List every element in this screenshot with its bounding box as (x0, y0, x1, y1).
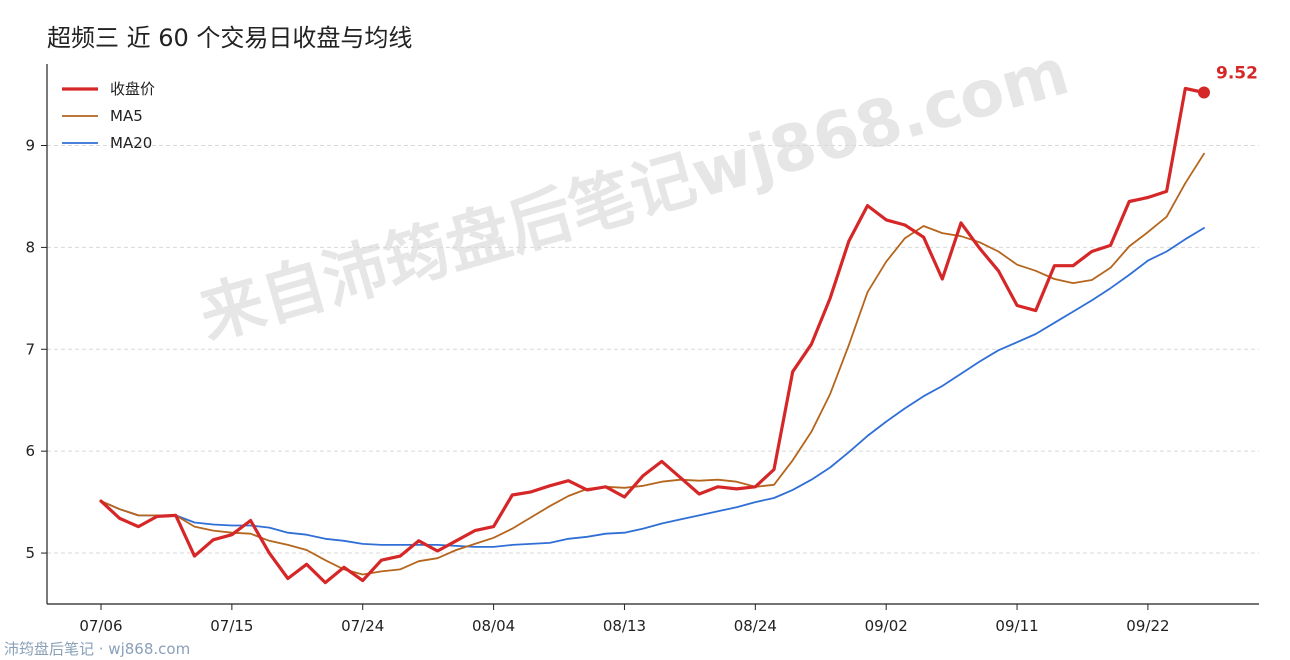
last-close-label: 9.52 (1216, 64, 1258, 84)
annotations: 9.52 (1198, 64, 1258, 99)
legend: 收盘价 MA5 MA20 (62, 80, 155, 152)
series-layer (99, 86, 1206, 585)
x-tick-label: 08/13 (603, 617, 646, 635)
x-tick-label: 07/24 (341, 617, 384, 635)
x-tick-label: 08/04 (472, 617, 515, 635)
x-tick-label: 09/02 (865, 617, 908, 635)
x-tick-label: 07/15 (210, 617, 253, 635)
series-line-close (99, 86, 1206, 585)
last-close-marker (1198, 86, 1210, 99)
y-tick-label: 5 (25, 544, 35, 562)
footer-credit: 沛筠盘后笔记 · wj868.com (4, 640, 191, 658)
series-line-ma20 (100, 227, 1205, 548)
legend-label-ma20: MA20 (110, 134, 152, 152)
chart-title: 超频三 近 60 个交易日收盘与均线 (47, 24, 413, 52)
x-tick-label: 09/11 (995, 617, 1038, 635)
series-line-ma5 (100, 152, 1205, 576)
x-tick-label: 07/06 (79, 617, 122, 635)
axes: 5 6 7 8 9 07/06 07/15 07/24 08/04 08/13 08/24 09/02… (25, 64, 1259, 635)
y-tick-label: 9 (25, 137, 35, 155)
x-tick-label: 09/22 (1126, 617, 1169, 635)
legend-label-close: 收盘价 (110, 80, 155, 98)
y-tick-label: 6 (25, 442, 35, 460)
grid-lines (47, 145, 1259, 554)
watermark-text: 来自沛筠盘后笔记wj868.com (192, 35, 1077, 354)
legend-label-ma5: MA5 (110, 107, 143, 125)
x-tick-label: 08/24 (734, 617, 777, 635)
y-tick-label: 7 (25, 340, 35, 358)
y-tick-label: 8 (25, 238, 35, 256)
